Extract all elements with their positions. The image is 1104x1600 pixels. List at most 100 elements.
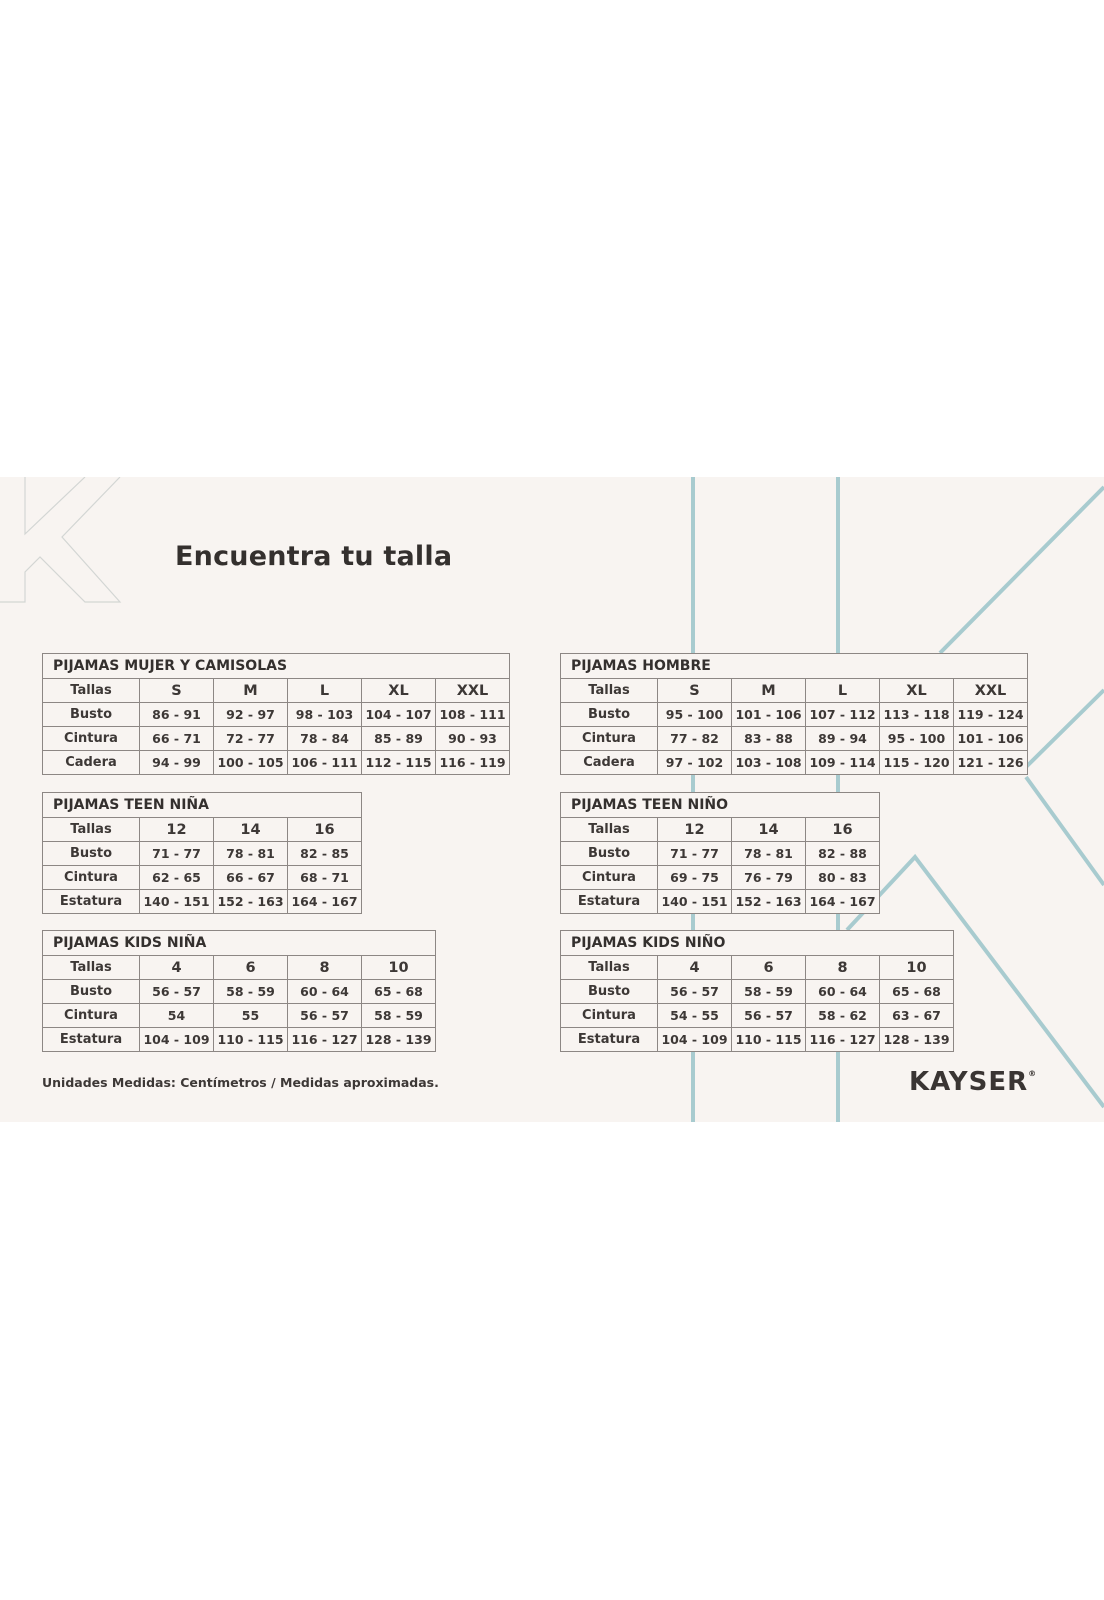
table-row: Busto 56 - 57 58 - 59 60 - 64 65 - 68 [560, 979, 954, 1004]
measure-value: 110 - 115 [731, 1027, 806, 1052]
table-header-row: Tallas 4 6 8 10 [560, 955, 954, 980]
measure-label: Estatura [42, 889, 140, 914]
table-row: Busto 95 - 100 101 - 106 107 - 112 113 - 118… [560, 702, 1028, 727]
table-header-row: Tallas 12 14 16 [560, 817, 880, 842]
measure-value: 95 - 100 [657, 702, 732, 727]
measure-value: 62 - 65 [139, 865, 214, 890]
measure-value: 107 - 112 [805, 702, 880, 727]
measure-value: 104 - 109 [139, 1027, 214, 1052]
page-title: Encuentra tu talla [175, 541, 453, 572]
measure-label: Busto [560, 979, 658, 1004]
measure-value: 56 - 57 [657, 979, 732, 1004]
measure-value: 101 - 106 [731, 702, 806, 727]
header-label: Tallas [560, 678, 658, 703]
measure-label: Estatura [560, 889, 658, 914]
size-header: 14 [731, 817, 806, 842]
measure-value: 152 - 163 [213, 889, 288, 914]
size-header: L [805, 678, 880, 703]
measure-value: 164 - 167 [287, 889, 362, 914]
header-label: Tallas [42, 678, 140, 703]
table-row: Busto 86 - 91 92 - 97 98 - 103 104 - 107 108 … [42, 702, 510, 727]
measure-value: 60 - 64 [805, 979, 880, 1004]
measure-value: 140 - 151 [139, 889, 214, 914]
measure-value: 104 - 109 [657, 1027, 732, 1052]
table-caption: PIJAMAS MUJER Y CAMISOLAS [42, 653, 510, 679]
measure-value: 66 - 71 [139, 726, 214, 751]
measure-value: 76 - 79 [731, 865, 806, 890]
size-table-kids-nina: PIJAMAS KIDS NIÑA Tallas 4 6 8 10 Busto 56 - 57… [42, 930, 436, 1052]
measure-value: 112 - 115 [361, 750, 436, 775]
table-caption-row: PIJAMAS KIDS NIÑA [42, 930, 436, 956]
measure-value: 58 - 59 [731, 979, 806, 1004]
measure-label: Estatura [42, 1027, 140, 1052]
measure-label: Cadera [42, 750, 140, 775]
table-caption: PIJAMAS TEEN NIÑA [42, 792, 362, 818]
size-header: S [657, 678, 732, 703]
table-row: Busto 56 - 57 58 - 59 60 - 64 65 - 68 [42, 979, 436, 1004]
size-table-teen-nino: PIJAMAS TEEN NIÑO Tallas 12 14 16 Busto 71 - 7… [560, 792, 880, 914]
size-header: 4 [657, 955, 732, 980]
measure-value: 58 - 59 [361, 1003, 436, 1028]
measure-label: Cadera [560, 750, 658, 775]
measure-value: 80 - 83 [805, 865, 880, 890]
measure-value: 98 - 103 [287, 702, 362, 727]
measure-value: 55 [213, 1003, 288, 1028]
size-header: 8 [805, 955, 880, 980]
measure-value: 116 - 127 [805, 1027, 880, 1052]
table-row: Cintura 69 - 75 76 - 79 80 - 83 [560, 865, 880, 890]
measure-label: Cintura [42, 726, 140, 751]
table-row: Cintura 54 - 55 56 - 57 58 - 62 63 - 67 [560, 1003, 954, 1028]
table-row: Estatura 140 - 151 152 - 163 164 - 167 [42, 889, 362, 914]
table-caption: PIJAMAS TEEN NIÑO [560, 792, 880, 818]
measure-value: 66 - 67 [213, 865, 288, 890]
size-header: XXL [953, 678, 1028, 703]
table-row: Cadera 94 - 99 100 - 105 106 - 111 112 - 115… [42, 750, 510, 775]
measure-value: 60 - 64 [287, 979, 362, 1004]
table-caption: PIJAMAS HOMBRE [560, 653, 1028, 679]
size-header: 14 [213, 817, 288, 842]
measure-value: 54 - 55 [657, 1003, 732, 1028]
measure-label: Cintura [560, 726, 658, 751]
measure-value: 69 - 75 [657, 865, 732, 890]
table-caption: PIJAMAS KIDS NIÑA [42, 930, 436, 956]
header-label: Tallas [560, 955, 658, 980]
measure-value: 71 - 77 [139, 841, 214, 866]
measure-value: 103 - 108 [731, 750, 806, 775]
size-header: 12 [657, 817, 732, 842]
measure-value: 115 - 120 [879, 750, 954, 775]
size-header: 16 [287, 817, 362, 842]
measure-label: Cintura [560, 1003, 658, 1028]
table-caption-row: PIJAMAS HOMBRE [560, 653, 1028, 679]
table-row: Cintura 66 - 71 72 - 77 78 - 84 85 - 89 90 - … [42, 726, 510, 751]
units-footnote: Unidades Medidas: Centímetros / Medidas … [42, 1075, 439, 1090]
size-header: M [213, 678, 288, 703]
measure-label: Cintura [560, 865, 658, 890]
table-caption-row: PIJAMAS TEEN NIÑA [42, 792, 362, 818]
measure-value: 94 - 99 [139, 750, 214, 775]
measure-value: 100 - 105 [213, 750, 288, 775]
size-header: 8 [287, 955, 362, 980]
measure-value: 97 - 102 [657, 750, 732, 775]
measure-value: 128 - 139 [361, 1027, 436, 1052]
measure-value: 109 - 114 [805, 750, 880, 775]
measure-value: 128 - 139 [879, 1027, 954, 1052]
measure-label: Busto [42, 702, 140, 727]
measure-value: 119 - 124 [953, 702, 1028, 727]
measure-value: 68 - 71 [287, 865, 362, 890]
measure-value: 140 - 151 [657, 889, 732, 914]
measure-value: 121 - 126 [953, 750, 1028, 775]
faint-k-outline [0, 477, 122, 603]
size-header: S [139, 678, 214, 703]
measure-label: Estatura [560, 1027, 658, 1052]
measure-label: Busto [42, 979, 140, 1004]
measure-value: 78 - 81 [731, 841, 806, 866]
size-header: 12 [139, 817, 214, 842]
measure-value: 116 - 119 [435, 750, 510, 775]
size-header: 6 [731, 955, 806, 980]
table-row: Estatura 140 - 151 152 - 163 164 - 167 [560, 889, 880, 914]
measure-value: 58 - 59 [213, 979, 288, 1004]
table-row: Cintura 77 - 82 83 - 88 89 - 94 95 - 100 101 … [560, 726, 1028, 751]
measure-value: 89 - 94 [805, 726, 880, 751]
logo-text: KAYSER [909, 1067, 1029, 1097]
size-header: 10 [879, 955, 954, 980]
